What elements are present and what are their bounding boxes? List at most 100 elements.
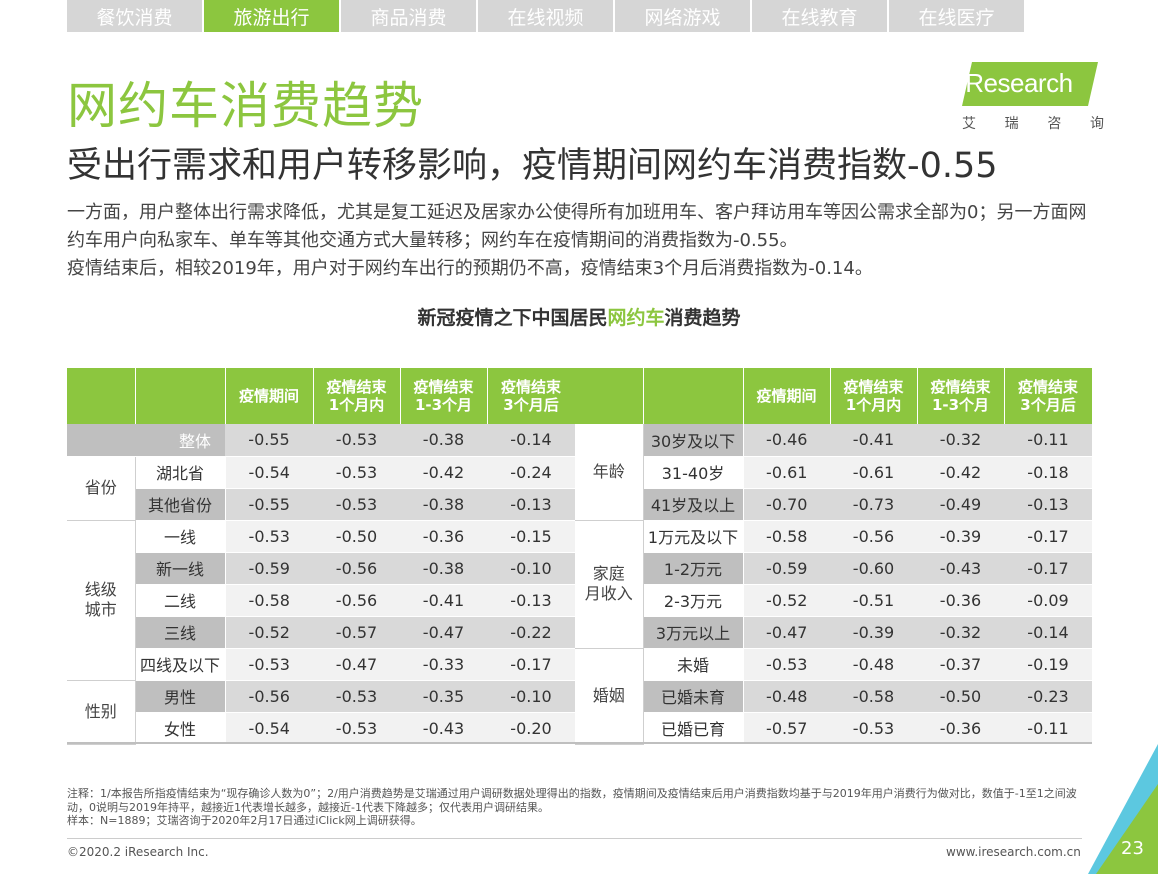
tab-1[interactable]: 餐饮消费 — [67, 0, 202, 32]
table-title-post: 消费趋势 — [664, 307, 741, 329]
right-data-table: 疫情期间 疫情结束 1个月内 疫情结束 1-3个月 疫情结束 3个月后 年龄 30岁及以… — [575, 368, 1093, 745]
value-cell: -0.14 — [487, 424, 575, 457]
group-label: 性别 — [67, 680, 136, 745]
value-cell: -0.53 — [313, 456, 400, 489]
value-cell: -0.43 — [400, 712, 487, 745]
value-cell: -0.24 — [487, 456, 575, 489]
value-cell: -0.15 — [487, 520, 575, 553]
header-col-3: 疫情结束 1-3个月 — [400, 368, 488, 424]
category-tabs: 餐饮消费 旅游出行 商品消费 在线视频 网络游戏 在线教育 在线医疗 — [67, 0, 1024, 32]
value-cell: -0.22 — [487, 616, 575, 649]
value-cell: -0.50 — [313, 520, 400, 553]
table-row: 2-3万元 -0.52 -0.51 -0.36 -0.09 — [575, 584, 1092, 617]
value-cell: -0.17 — [1004, 552, 1092, 585]
value-cell: -0.13 — [487, 584, 575, 617]
value-cell: -0.48 — [743, 680, 830, 713]
value-cell: -0.56 — [313, 552, 400, 585]
value-cell: -0.17 — [1004, 520, 1092, 553]
value-cell: -0.41 — [400, 584, 487, 617]
row-label: 四线及以下 — [135, 648, 226, 681]
row-label: 2-3万元 — [643, 584, 744, 617]
table-row-total: 整体 -0.55 -0.53 -0.38 -0.14 — [67, 424, 575, 457]
footer-divider — [67, 838, 1082, 839]
tab-4[interactable]: 在线视频 — [478, 0, 613, 32]
table-title-highlight: 网约车 — [607, 307, 665, 329]
header-col-4: 疫情结束 3个月后 — [1004, 368, 1093, 424]
value-cell: -0.32 — [917, 424, 1004, 457]
value-cell: -0.48 — [830, 648, 917, 681]
table-row: 家庭 月收入 1万元及以下 -0.58 -0.56 -0.39 -0.17 — [575, 520, 1092, 649]
value-cell: -0.52 — [225, 616, 313, 649]
tab-5[interactable]: 网络游戏 — [615, 0, 750, 32]
value-cell: -0.53 — [743, 648, 830, 681]
table-row: 新一线 -0.59 -0.56 -0.38 -0.10 — [67, 552, 575, 585]
value-cell: -0.56 — [313, 584, 400, 617]
tab-3[interactable]: 商品消费 — [341, 0, 476, 32]
website-link[interactable]: www.iresearch.com.cn — [946, 845, 1081, 859]
value-cell: -0.58 — [225, 584, 313, 617]
row-label: 二线 — [135, 584, 226, 617]
logo-text: iResearch — [960, 68, 1073, 98]
value-cell: -0.56 — [225, 680, 313, 713]
tab-7[interactable]: 在线医疗 — [889, 0, 1024, 32]
value-cell: -0.10 — [487, 552, 575, 585]
value-cell: -0.09 — [1004, 584, 1092, 617]
value-cell: -0.35 — [400, 680, 487, 713]
header-col-2: 疫情结束 1个月内 — [313, 368, 401, 424]
table-row: 女性 -0.54 -0.53 -0.43 -0.20 — [67, 712, 575, 745]
value-cell: -0.60 — [830, 552, 917, 585]
table-row: 省份 湖北省 -0.54 -0.53 -0.42 -0.24 — [67, 456, 575, 521]
value-cell: -0.14 — [1004, 616, 1092, 649]
page-subtitle: 受出行需求和用户转移影响，疫情期间网约车消费指数-0.55 — [67, 146, 998, 186]
value-cell: -0.73 — [830, 488, 917, 521]
group-label: 年龄 — [575, 424, 644, 521]
value-cell: -0.42 — [400, 456, 487, 489]
value-cell: -0.38 — [400, 424, 487, 457]
value-cell: -0.55 — [225, 424, 313, 457]
description-paragraph-1: 一方面，用户整体出行需求降低，尤其是复工延迟及居家办公使得所有加班用车、客户拜访… — [67, 202, 1087, 251]
value-cell: -0.19 — [1004, 648, 1092, 681]
logo-sub-char: 咨 — [1047, 116, 1062, 132]
description-paragraph-2: 疫情结束后，相较2019年，用户对于网约车出行的预期仍不高，疫情结束3个月后消费… — [67, 258, 873, 279]
value-cell: -0.53 — [225, 648, 313, 681]
row-label: 新一线 — [135, 552, 226, 585]
row-label: 其他省份 — [135, 488, 226, 521]
value-cell: -0.38 — [400, 488, 487, 521]
iresearch-logo: iResearch 艾 瑞 咨 询 — [948, 60, 1104, 134]
tab-6[interactable]: 在线教育 — [752, 0, 887, 32]
value-cell: -0.53 — [830, 712, 917, 745]
row-label: 1-2万元 — [643, 552, 744, 585]
header-col-2: 疫情结束 1个月内 — [830, 368, 918, 424]
value-cell: -0.46 — [743, 424, 830, 457]
value-cell: -0.47 — [400, 616, 487, 649]
value-cell: -0.41 — [830, 424, 917, 457]
table-bottom-rule — [67, 742, 1092, 744]
value-cell: -0.39 — [917, 520, 1004, 553]
header-blank — [67, 368, 136, 424]
value-cell: -0.23 — [1004, 680, 1092, 713]
value-cell: -0.38 — [400, 552, 487, 585]
row-label: 30岁及以下 — [643, 424, 744, 457]
value-cell: -0.36 — [917, 584, 1004, 617]
table-row: 婚姻 未婚 -0.53 -0.48 -0.37 -0.19 — [575, 648, 1092, 745]
table-row: 四线及以下 -0.53 -0.47 -0.33 -0.17 — [67, 648, 575, 681]
logo-sub-char: 瑞 — [1004, 116, 1019, 132]
row-label: 湖北省 — [135, 456, 226, 489]
table-row: 31-40岁 -0.61 -0.61 -0.42 -0.18 — [575, 456, 1092, 489]
value-cell: -0.10 — [487, 680, 575, 713]
page-number: 23 — [1121, 838, 1144, 859]
value-cell: -0.33 — [400, 648, 487, 681]
value-cell: -0.47 — [313, 648, 400, 681]
value-cell: -0.59 — [743, 552, 830, 585]
value-cell: -0.54 — [225, 456, 313, 489]
value-cell: -0.47 — [743, 616, 830, 649]
header-blank — [575, 368, 644, 424]
value-cell: -0.37 — [917, 648, 1004, 681]
table-title-pre: 新冠疫情之下中国居民 — [417, 307, 608, 329]
value-cell: -0.70 — [743, 488, 830, 521]
row-label: 一线 — [135, 520, 226, 553]
value-cell: -0.39 — [830, 616, 917, 649]
tab-2[interactable]: 旅游出行 — [204, 0, 339, 32]
value-cell: -0.20 — [487, 712, 575, 745]
group-label: 省份 — [67, 456, 136, 521]
